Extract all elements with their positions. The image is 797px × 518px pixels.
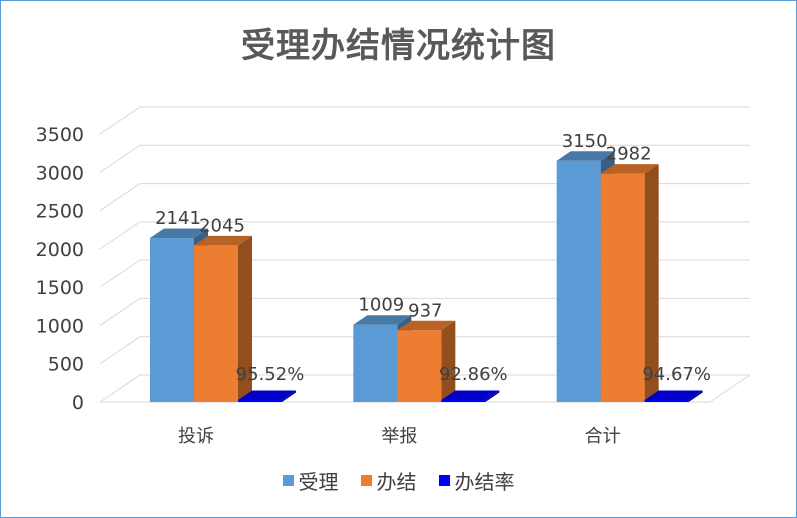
data-label: 2141 bbox=[155, 208, 201, 229]
bar-top-办结率-合计 bbox=[644, 390, 703, 400]
gridline-side bbox=[99, 298, 141, 326]
y-tick-label: 1500 bbox=[36, 277, 84, 299]
y-tick-label: 0 bbox=[72, 392, 84, 414]
legend-item-办结: 办结 bbox=[360, 466, 417, 495]
bar-side-办结-合计 bbox=[644, 164, 659, 402]
legend: 受理 办结 办结率 bbox=[0, 466, 797, 495]
gridline-side bbox=[99, 106, 141, 135]
gridline-side bbox=[99, 259, 141, 288]
legend-item-受理: 受理 bbox=[282, 466, 339, 495]
bar-办结率-合计 bbox=[644, 400, 689, 402]
y-tick-label: 3000 bbox=[36, 162, 84, 184]
gridline-side bbox=[99, 144, 141, 173]
legend-swatch-1 bbox=[360, 475, 372, 486]
data-label: 95.52% bbox=[236, 364, 305, 385]
y-tick-label: 2000 bbox=[36, 239, 84, 261]
bar-side-办结率-投诉 bbox=[282, 390, 296, 402]
legend-label: 办结 bbox=[376, 470, 417, 494]
legend-swatch-2 bbox=[438, 475, 450, 486]
y-tick-label: 1000 bbox=[36, 315, 84, 337]
legend-label: 受理 bbox=[298, 470, 339, 494]
gridline-side bbox=[99, 336, 141, 365]
bar-side-办结率-合计 bbox=[688, 390, 703, 402]
x-category-label: 合计 bbox=[585, 426, 621, 447]
x-category-label: 举报 bbox=[381, 426, 417, 447]
data-label: 2982 bbox=[606, 144, 652, 165]
data-label: 2045 bbox=[199, 215, 245, 236]
bar-top-办结-举报 bbox=[397, 320, 456, 331]
x-category-label: 投诉 bbox=[178, 426, 214, 447]
bar-受理-投诉 bbox=[150, 238, 194, 402]
data-label: 937 bbox=[408, 300, 442, 321]
data-label: 1009 bbox=[358, 295, 404, 316]
bar-top-受理-举报 bbox=[353, 315, 412, 325]
bar-办结率-投诉 bbox=[238, 400, 282, 402]
gridline-side bbox=[99, 221, 141, 250]
bar-办结率-举报 bbox=[441, 400, 486, 402]
bar-top-办结-合计 bbox=[600, 164, 659, 174]
bar-side-办结-投诉 bbox=[238, 235, 252, 402]
bar-办结-投诉 bbox=[194, 245, 238, 402]
data-label: 94.67% bbox=[642, 364, 711, 385]
gridline-side bbox=[99, 374, 141, 403]
gridline-side bbox=[99, 183, 141, 211]
bar-受理-举报 bbox=[353, 324, 398, 402]
y-tick-label: 3500 bbox=[36, 124, 84, 146]
bar-办结-举报 bbox=[397, 330, 442, 402]
data-label: 92.86% bbox=[439, 364, 508, 385]
bar-受理-合计 bbox=[556, 160, 601, 402]
bar-top-办结-投诉 bbox=[194, 235, 252, 246]
y-tick-label: 2500 bbox=[36, 201, 84, 223]
bar-side-办结-举报 bbox=[441, 320, 456, 402]
legend-swatch-0 bbox=[282, 475, 294, 486]
bar-top-受理-投诉 bbox=[150, 228, 208, 239]
floor-right-edge bbox=[709, 374, 751, 403]
bar-top-受理-合计 bbox=[556, 151, 615, 161]
bar-top-办结率-投诉 bbox=[238, 390, 296, 400]
chart-title: 受理办结情况统计图 bbox=[241, 26, 556, 66]
bar-办结-合计 bbox=[600, 173, 645, 402]
legend-item-办结率: 办结率 bbox=[438, 466, 515, 495]
data-label: 3150 bbox=[562, 131, 608, 152]
legend-label: 办结率 bbox=[454, 470, 515, 494]
y-tick-label: 500 bbox=[48, 354, 84, 376]
bar-top-办结率-举报 bbox=[441, 390, 500, 400]
bar-side-办结率-举报 bbox=[485, 390, 500, 402]
